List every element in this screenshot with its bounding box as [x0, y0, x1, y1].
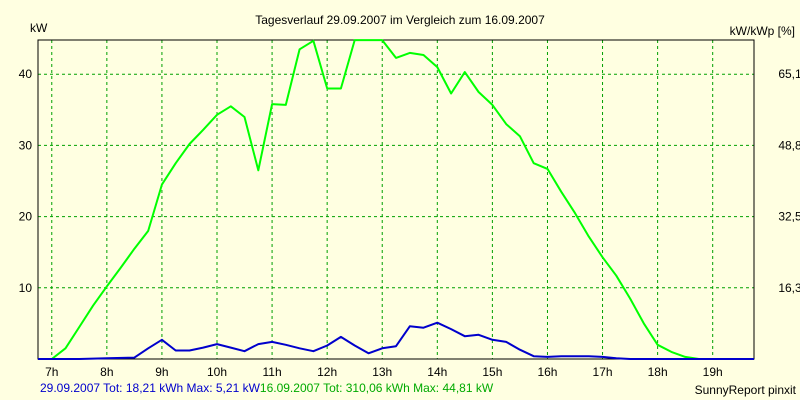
x-tick-label: 12h — [317, 365, 337, 379]
x-tick-label: 15h — [482, 365, 502, 379]
x-tick-label: 14h — [427, 365, 447, 379]
x-tick-label: 13h — [372, 365, 392, 379]
footer-credit: SunnyReport pinxit — [695, 383, 797, 397]
y-ticks-right: 16,3 32,5 48,8 65,1 — [778, 67, 800, 295]
series-line-1 — [38, 39, 754, 360]
x-tick-label: 19h — [703, 365, 723, 379]
y-tick-right: 48,8 — [778, 138, 800, 152]
x-ticks: 7h 8h 9h 10h 11h 12h 13h 14h 15h 16h 17h 18h 19h — [45, 365, 723, 379]
x-tick-label: 17h — [593, 365, 613, 379]
chart-title: Tagesverlauf 29.09.2007 im Vergleich zum… — [255, 13, 545, 27]
series-group — [38, 39, 754, 360]
y-tick-right: 16,3 — [778, 281, 800, 295]
right-axis-unit: kW/kWp [%] — [730, 24, 795, 38]
series-line-2 — [38, 321, 754, 360]
y-tick-right: 65,1 — [778, 67, 800, 81]
x-tick-label: 16h — [537, 365, 557, 379]
x-tick-label: 9h — [155, 365, 168, 379]
plot-frame — [37, 39, 755, 360]
y-tick-right: 32,5 — [778, 210, 800, 224]
y-tick-left: 10 — [19, 281, 33, 295]
y-ticks-left: 10 20 30 40 — [19, 67, 33, 295]
left-axis-unit: kW — [30, 21, 48, 35]
footer-series-2: 16.09.2007 Tot: 310,06 kWh Max: 44,81 kW — [260, 381, 494, 395]
x-tick-label: 8h — [100, 365, 113, 379]
y-tick-left: 30 — [19, 138, 33, 152]
y-tick-left: 20 — [19, 210, 33, 224]
grid — [38, 40, 754, 359]
footer-summary: 29.09.2007 Tot: 18,21 kWh Max: 5,21 kW16… — [40, 381, 494, 395]
x-tick-label: 10h — [207, 365, 227, 379]
x-tick-label: 18h — [648, 365, 668, 379]
x-tick-label: 11h — [263, 365, 282, 379]
y-tick-left: 40 — [19, 67, 33, 81]
x-tick-label: 7h — [45, 365, 58, 379]
footer-series-1: 29.09.2007 Tot: 18,21 kWh Max: 5,21 kW — [40, 381, 261, 395]
